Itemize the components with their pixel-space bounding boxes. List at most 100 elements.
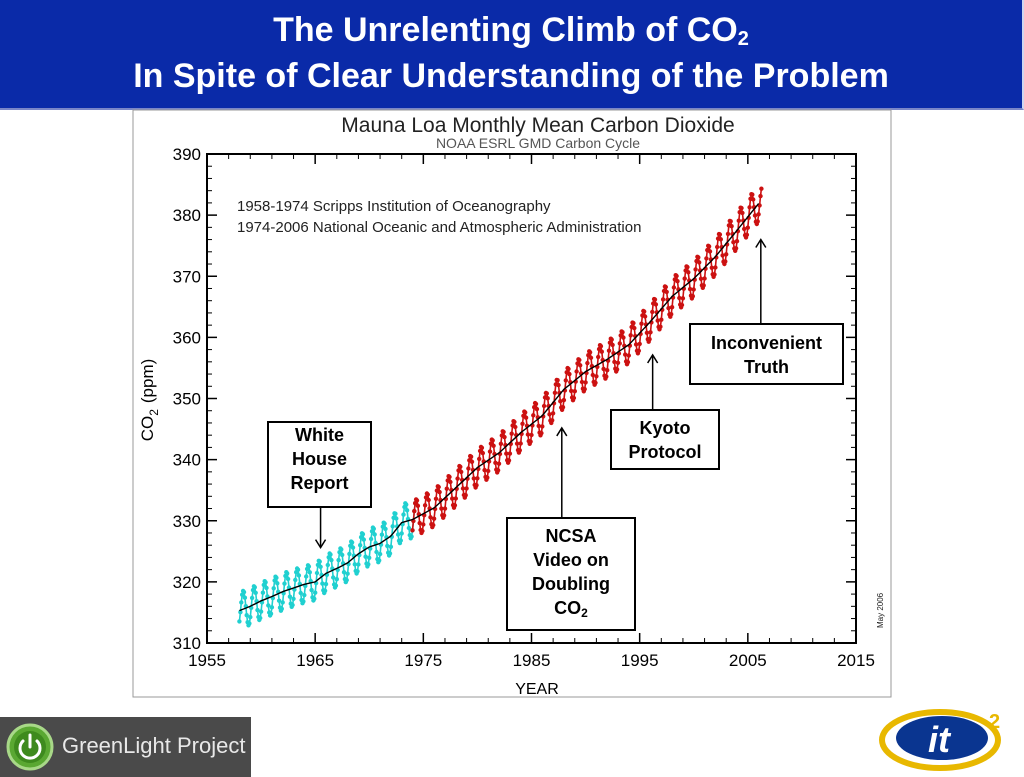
- monthly-point: [572, 389, 577, 394]
- monthly-point: [496, 461, 502, 466]
- monthly-point: [352, 562, 357, 567]
- monthly-point: [739, 205, 744, 211]
- series-layer: [237, 186, 764, 628]
- greenlight-label: GreenLight Project: [62, 733, 246, 758]
- monthly-point: [563, 378, 568, 383]
- monthly-point: [686, 270, 691, 275]
- monthly-point: [547, 412, 552, 417]
- monthly-point: [552, 390, 558, 395]
- monthly-point: [341, 570, 347, 575]
- monthly-point: [264, 585, 269, 591]
- monthly-point: [360, 532, 366, 537]
- monthly-point: [502, 434, 507, 440]
- monthly-point: [669, 305, 675, 310]
- monthly-point: [685, 264, 690, 270]
- monthly-point: [566, 366, 571, 372]
- monthly-point: [368, 536, 374, 542]
- x-axis-label: YEAR: [515, 681, 559, 698]
- monthly-point: [285, 571, 290, 576]
- monthly-point: [632, 325, 637, 331]
- monthly-point: [298, 590, 303, 596]
- monthly-point: [318, 564, 323, 569]
- monthly-point: [745, 225, 750, 230]
- y-tick-label: 390: [173, 145, 201, 164]
- monthly-point: [241, 589, 247, 595]
- monthly-point: [345, 571, 350, 576]
- y-axis: 310 320 330 340 350 360 370 380 390: [173, 145, 856, 653]
- monthly-point: [560, 405, 566, 410]
- monthly-point: [571, 395, 577, 401]
- y-axis-label: CO2(ppm): [138, 359, 161, 442]
- monthly-point: [596, 354, 601, 360]
- annotation-line: Truth: [744, 357, 789, 377]
- monthly-point: [317, 559, 322, 564]
- monthly-point: [279, 606, 284, 611]
- monthly-point: [723, 259, 728, 264]
- monthly-point: [677, 295, 682, 301]
- monthly-point: [615, 360, 621, 365]
- monthly-point: [626, 353, 631, 358]
- monthly-point: [669, 312, 674, 317]
- monthly-point: [252, 585, 257, 590]
- monthly-point: [290, 602, 295, 608]
- monthly-point: [504, 451, 509, 456]
- monthly-point: [604, 374, 609, 379]
- annotation-arrow-head: [556, 426, 568, 437]
- monthly-point: [417, 520, 422, 526]
- monthly-point: [567, 371, 572, 377]
- monthly-point: [452, 503, 458, 508]
- x-tick-label: 2015: [837, 651, 875, 670]
- monthly-point: [355, 569, 360, 574]
- monthly-point: [674, 273, 679, 279]
- monthly-point: [707, 249, 713, 254]
- monthly-point: [585, 360, 590, 366]
- monthly-point: [371, 526, 376, 531]
- chart-subtitle: NOAA ESRL GMD Carbon Cycle: [436, 135, 640, 151]
- monthly-point: [664, 289, 669, 295]
- it2-superscript: 2: [989, 711, 1000, 733]
- monthly-point: [282, 581, 287, 586]
- y-tick-label: 330: [173, 512, 201, 531]
- monthly-point: [756, 212, 761, 217]
- monthly-point: [647, 337, 652, 342]
- monthly-point: [471, 476, 476, 481]
- monthly-point: [414, 498, 420, 503]
- monthly-point: [599, 349, 604, 354]
- annotation-line: White: [295, 425, 344, 445]
- monthly-point: [296, 573, 302, 578]
- it2-text: it: [928, 719, 952, 760]
- monthly-point: [255, 607, 260, 613]
- monthly-point: [322, 588, 328, 593]
- monthly-point: [687, 286, 693, 292]
- monthly-point: [610, 342, 615, 348]
- monthly-point: [367, 555, 372, 560]
- monthly-point: [258, 609, 264, 614]
- monthly-point: [750, 192, 755, 197]
- monthly-point: [555, 378, 560, 383]
- monthly-point: [374, 549, 379, 555]
- monthly-point: [426, 497, 431, 503]
- monthly-point: [520, 421, 525, 426]
- monthly-point: [248, 614, 253, 620]
- monthly-point: [344, 577, 349, 583]
- monthly-point: [420, 528, 425, 534]
- monthly-point: [561, 397, 567, 403]
- monthly-point: [468, 454, 474, 459]
- monthly-point: [447, 474, 452, 480]
- monthly-point: [349, 540, 355, 545]
- monthly-point: [485, 475, 490, 480]
- monthly-point: [271, 586, 276, 591]
- monthly-point: [628, 333, 633, 338]
- monthly-point: [388, 544, 394, 549]
- monthly-point: [333, 583, 339, 588]
- monthly-point: [404, 508, 410, 513]
- monthly-point: [399, 531, 404, 536]
- monthly-point: [578, 363, 583, 368]
- monthly-point: [274, 575, 279, 580]
- monthly-point: [334, 577, 339, 582]
- monthly-point: [698, 276, 704, 281]
- monthly-point: [340, 552, 345, 558]
- annotation-line: House: [291, 449, 347, 469]
- monthly-point: [398, 538, 403, 543]
